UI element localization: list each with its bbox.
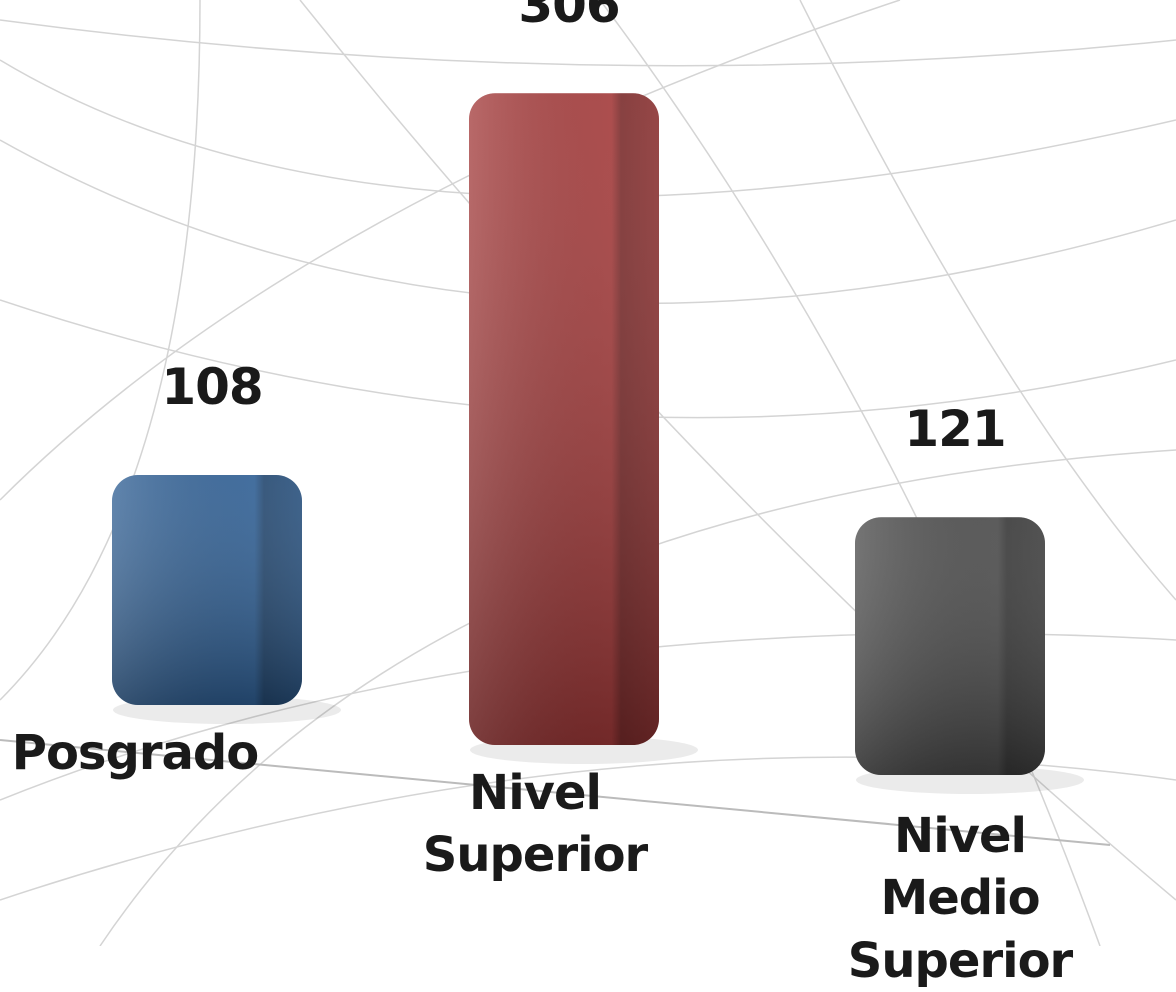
category-label: Nivel Medio Superior [847,808,1073,989]
value-label: 306 [518,0,620,35]
value-label: 121 [904,400,1006,459]
bar-shading [469,93,659,746]
category-label: Posgrado [11,725,259,781]
value-label: 108 [161,357,263,416]
floor-line [0,739,1111,846]
category-label: Nivel Superior [422,765,648,884]
bar-shading [855,517,1045,775]
bar-shading [112,474,302,705]
chart [0,0,1176,946]
